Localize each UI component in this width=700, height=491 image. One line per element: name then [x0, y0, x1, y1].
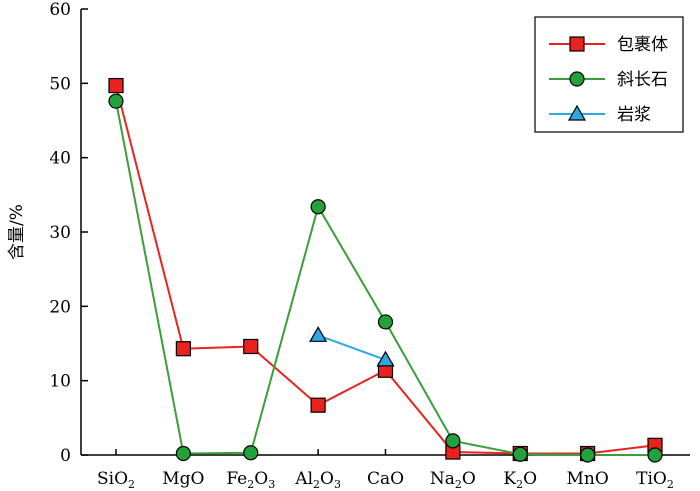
- data-point: [175, 445, 191, 462]
- legend-marker: [569, 36, 585, 52]
- data-point: [108, 77, 124, 94]
- legend-item: 包裹体: [549, 35, 668, 55]
- y-axis-label: 含量/%: [7, 204, 27, 260]
- x-tick-label: Fe2O3: [226, 469, 275, 491]
- y-tick-label: 10: [49, 372, 71, 392]
- legend-marker: [569, 71, 585, 87]
- series-0: [108, 77, 663, 462]
- y-tick-label: 30: [49, 223, 71, 243]
- x-tick-label: Al2O3: [294, 469, 341, 491]
- y-tick-label: 20: [49, 297, 71, 317]
- series-line: [115, 85, 656, 455]
- axes: 0 10 20 30 40 50 60 SiO2 MgO Fe2O3 Al2O3 CaO Na2O K2O…: [7, 0, 690, 491]
- legend-item: 岩浆: [549, 104, 651, 125]
- legend-item: 斜长石: [549, 70, 668, 90]
- x-tick-label: SiO2: [97, 469, 135, 491]
- series-layer: [108, 77, 663, 463]
- x-tick-label: Na2O: [430, 469, 476, 491]
- data-point: [309, 326, 328, 342]
- data-point: [310, 397, 326, 413]
- legend-label: 包裹体: [617, 35, 668, 55]
- series-line: [115, 100, 655, 456]
- x-tick-label: MnO: [566, 469, 608, 489]
- y-tick-label: 50: [49, 74, 71, 94]
- legend-marker: [567, 104, 587, 121]
- data-point: [377, 314, 394, 330]
- x-tick-label: TiO2: [636, 469, 674, 491]
- series-2: [309, 326, 395, 367]
- data-point: [512, 446, 528, 462]
- data-point: [175, 341, 191, 357]
- data-point: [108, 93, 124, 109]
- data-point: [376, 350, 395, 367]
- data-point: [445, 433, 461, 449]
- series-1: [108, 93, 663, 463]
- data-point: [580, 447, 596, 463]
- x-tick-label: K2O: [503, 469, 537, 491]
- data-point: [243, 338, 259, 355]
- legend-label: 斜长石: [617, 70, 668, 90]
- y-tick-label: 0: [60, 446, 71, 466]
- series-line: [317, 334, 386, 361]
- data-point: [310, 199, 326, 215]
- legend-box: [534, 16, 684, 133]
- y-tick-label: 60: [49, 0, 71, 20]
- x-tick-label: MgO: [162, 469, 204, 489]
- data-point: [647, 447, 663, 463]
- x-tick-label: CaO: [367, 469, 404, 489]
- data-point: [243, 445, 259, 461]
- y-tick-label: 40: [49, 149, 71, 169]
- legend-label: 岩浆: [617, 105, 651, 125]
